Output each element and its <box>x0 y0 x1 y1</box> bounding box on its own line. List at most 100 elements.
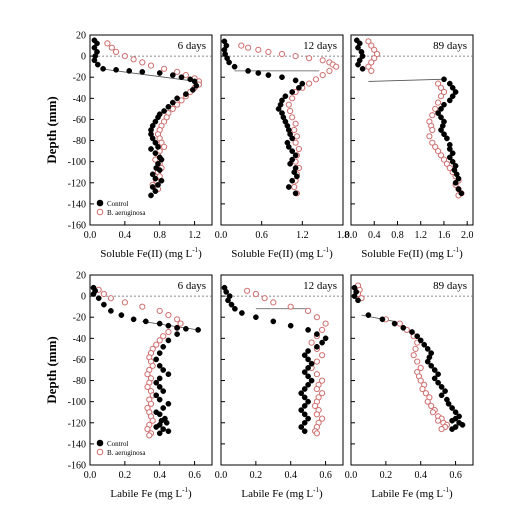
panel-labile-12-days: 0.0 0.2 0.4 0.6 Labile Fe (mg L-1) 12 days <box>215 274 344 500</box>
day-label: 12 days <box>303 280 337 292</box>
control-point <box>139 69 146 75</box>
x-axis-title: Labile Fe (mg L-1) <box>110 486 192 500</box>
control-point <box>225 297 231 304</box>
aeruginosa-point <box>147 62 155 69</box>
control-point <box>239 310 245 316</box>
aeruginosa-point <box>160 333 167 340</box>
control-point <box>296 84 302 91</box>
control-point <box>149 135 156 142</box>
legend-control-marker <box>96 199 104 207</box>
aeruginosa-point <box>326 67 333 75</box>
aeruginosa-point <box>238 42 245 49</box>
x-tick-label: 0.4 <box>284 470 297 481</box>
control-point <box>455 186 462 192</box>
control-point <box>459 422 466 428</box>
control-point <box>156 384 163 390</box>
y-tick-label: -20 <box>73 313 86 324</box>
aeruginosa-point <box>104 40 111 47</box>
control-point <box>319 339 325 346</box>
control-point <box>279 74 285 81</box>
aeruginosa-point <box>429 126 436 134</box>
aeruginosa-point <box>265 48 272 56</box>
aeruginosa-point <box>368 42 375 49</box>
control-point <box>153 356 160 363</box>
control-point <box>438 384 445 390</box>
control-point <box>174 95 180 102</box>
aeruginosa-point <box>424 398 431 405</box>
control-point <box>156 167 163 173</box>
aeruginosa-point <box>308 339 315 346</box>
aeruginosa-point <box>429 139 436 146</box>
aeruginosa-point <box>437 93 445 100</box>
control-point <box>308 377 315 384</box>
control-point <box>322 335 329 342</box>
control-point <box>156 430 163 437</box>
y-tick-label: -140 <box>68 439 86 450</box>
control-point <box>452 409 459 416</box>
control-point <box>178 74 185 81</box>
control-point <box>365 312 372 318</box>
control-point <box>305 381 311 388</box>
control-point <box>355 44 361 51</box>
aeruginosa-point <box>113 48 120 56</box>
aeruginosa-point <box>306 55 313 62</box>
aeruginosa-point <box>312 76 319 83</box>
aeruginosa-point <box>429 112 436 119</box>
control-point <box>351 293 358 299</box>
aeruginosa-point <box>161 65 168 72</box>
control-point <box>91 44 98 51</box>
day-label: 6 days <box>178 40 206 52</box>
control-point <box>314 343 320 350</box>
y-tick-label: -60 <box>73 355 86 366</box>
control-point <box>275 106 282 112</box>
control-point <box>455 175 462 182</box>
control-point <box>228 301 235 308</box>
aeruginosa-point <box>417 377 424 384</box>
control-point <box>438 392 445 399</box>
aeruginosa-point <box>333 63 340 70</box>
legend-aeruginosa-label: B. aeruginosa <box>107 449 146 457</box>
aeruginosa-point <box>435 80 442 87</box>
control-point <box>285 184 292 190</box>
aeruginosa-point <box>435 417 442 424</box>
control-point <box>165 428 172 435</box>
aeruginosa-point <box>144 371 151 378</box>
day-label: 6 days <box>178 280 206 292</box>
control-point <box>223 289 230 295</box>
aeruginosa-point <box>289 114 296 121</box>
panel-soluble-89-days: 0.0 0.4 0.8 1.2 1.6 2.0 Soluble Fe(II) (mg L-1… <box>345 34 474 260</box>
x-tick-label: 0.4 <box>119 230 132 241</box>
plot-frame <box>220 34 344 226</box>
aeruginosa-point <box>139 59 146 66</box>
aeruginosa-point <box>438 426 445 433</box>
control-point <box>165 371 172 378</box>
day-label: 89 days <box>433 40 467 52</box>
x-tick-label: 1.2 <box>188 230 201 241</box>
aeruginosa-point <box>285 101 292 108</box>
control-point <box>289 177 296 184</box>
x-tick-label: 0.8 <box>153 230 166 241</box>
control-point <box>158 177 165 184</box>
legend-control-label: Control <box>107 440 128 448</box>
control-point <box>428 362 435 369</box>
aeruginosa-point <box>426 133 433 140</box>
legend-aeruginosa-marker <box>96 448 104 456</box>
control-point <box>417 337 424 344</box>
control-point <box>156 362 163 369</box>
control-point <box>301 428 308 435</box>
aeruginosa-point <box>163 114 170 121</box>
control-point <box>292 190 299 197</box>
y-tick-label: -20 <box>73 73 86 84</box>
aeruginosa-point <box>368 67 375 75</box>
control-point <box>449 405 455 411</box>
panel-labile-89-days: 0.0 0.2 0.4 0.6 Labile Fe (mg L-1) 89 days <box>345 274 474 500</box>
x-tick-label: 0.4 <box>414 470 427 481</box>
control-point <box>160 388 167 394</box>
control-point <box>446 146 453 152</box>
control-point <box>153 392 160 399</box>
control-point <box>442 388 448 394</box>
control-point <box>444 135 450 142</box>
control-point <box>94 61 101 68</box>
control-point <box>435 110 441 116</box>
